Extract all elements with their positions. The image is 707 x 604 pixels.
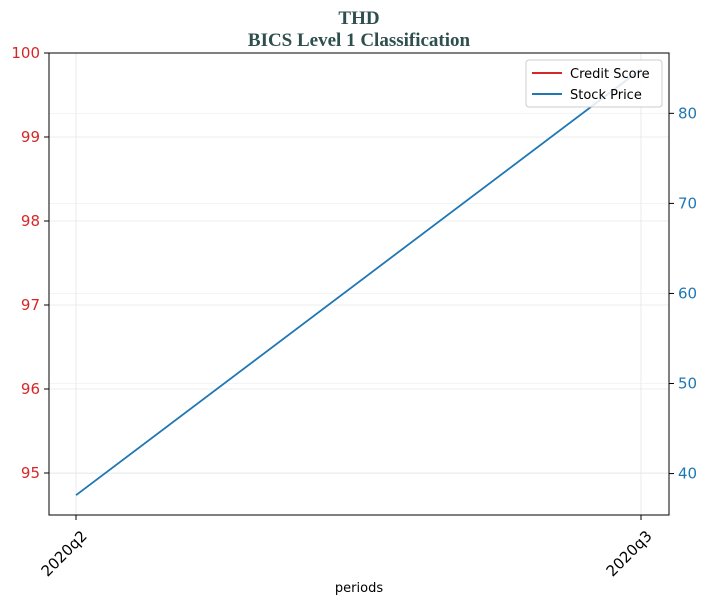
left-tick-label: 100 [11,44,40,62]
left-tick-label: 95 [21,464,40,482]
plot-frame [48,52,670,516]
left-tick-label: 96 [21,380,40,398]
x-axis-label: periods [335,581,383,596]
left-tick-label: 97 [21,296,40,314]
left-tick-label: 98 [21,212,40,230]
legend-label-stock-price: Stock Price [570,88,642,103]
right-axis: 40 50 60 70 80 [669,104,697,483]
series-layer [75,68,642,496]
right-tick-label: 80 [678,104,697,122]
chart-title: THD [338,8,379,29]
legend-box [525,59,663,108]
right-tick-label: 70 [678,194,697,212]
legend-label-credit-score: Credit Score [570,67,650,82]
x-tick-label: 2020q3 [603,527,656,580]
series-line-stock-price [75,68,642,496]
left-tick-label: 99 [21,128,40,146]
right-tick-label: 50 [678,375,697,393]
chart-subtitle: BICS Level 1 Classification [248,30,471,51]
x-tick-label: 2020q2 [38,527,91,580]
right-tick-label: 60 [678,284,697,302]
right-tick-label: 40 [678,465,697,483]
x-axis: 2020q2 2020q3 [38,515,656,580]
legend: Credit Score Stock Price [525,59,663,108]
left-axis: 95 96 97 98 99 100 [11,44,49,482]
